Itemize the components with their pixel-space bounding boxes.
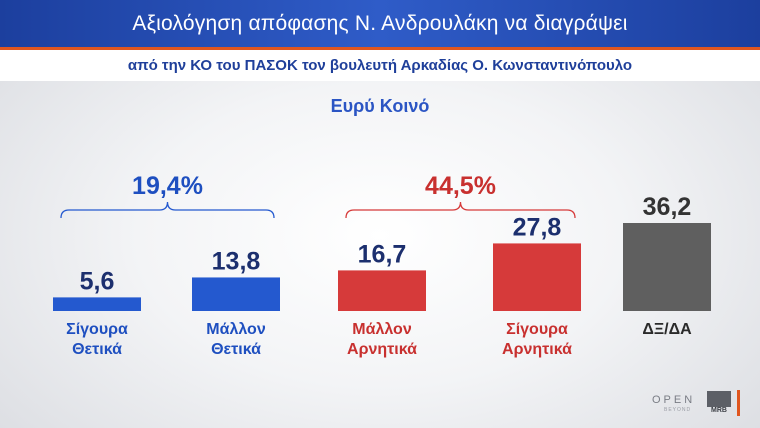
data-label: 27,8 [513,213,562,241]
category-label: Αρνητικά [347,341,417,358]
bar [338,270,426,311]
mrb-logo-mark [707,391,731,407]
category-label: Σίγουρα [506,321,568,338]
category-label: Μάλλον [352,321,412,338]
bar [493,243,581,311]
logo-accent-bar [737,390,740,416]
data-label: 5,6 [80,267,115,295]
category-label: Θετικά [211,341,261,358]
category-label: Μάλλον [206,321,266,338]
group-bracket [60,201,275,219]
mrb-logo-text: MRB [711,407,727,414]
open-logo: OPEN [652,394,696,406]
category-label: Θετικά [72,341,122,358]
category-label: ΔΞ/ΔΑ [642,321,692,338]
category-label: Σίγουρα [66,321,128,338]
bar [623,223,711,311]
group-bracket [345,201,576,219]
mrb-logo: MRB [707,391,731,415]
data-label: 16,7 [358,240,407,268]
accent-line [0,47,760,50]
chart-subtitle: από την ΚΟ του ΠΑΣΟΚ τον βουλευτή Αρκαδί… [0,50,760,81]
group-total-label: 44,5% [425,172,496,200]
bar [192,277,280,311]
category-label: Αρνητικά [502,341,572,358]
audience-label: Ευρύ Κοινό [330,96,430,116]
group-total-label: 19,4% [132,172,203,200]
open-logo-tagline: BEYOND [664,407,692,413]
bar [53,297,141,311]
data-label: 36,2 [643,193,692,221]
data-label: 13,8 [212,247,261,275]
chart-title: Αξιολόγηση απόφασης Ν. Ανδρουλάκη να δια… [0,0,760,47]
